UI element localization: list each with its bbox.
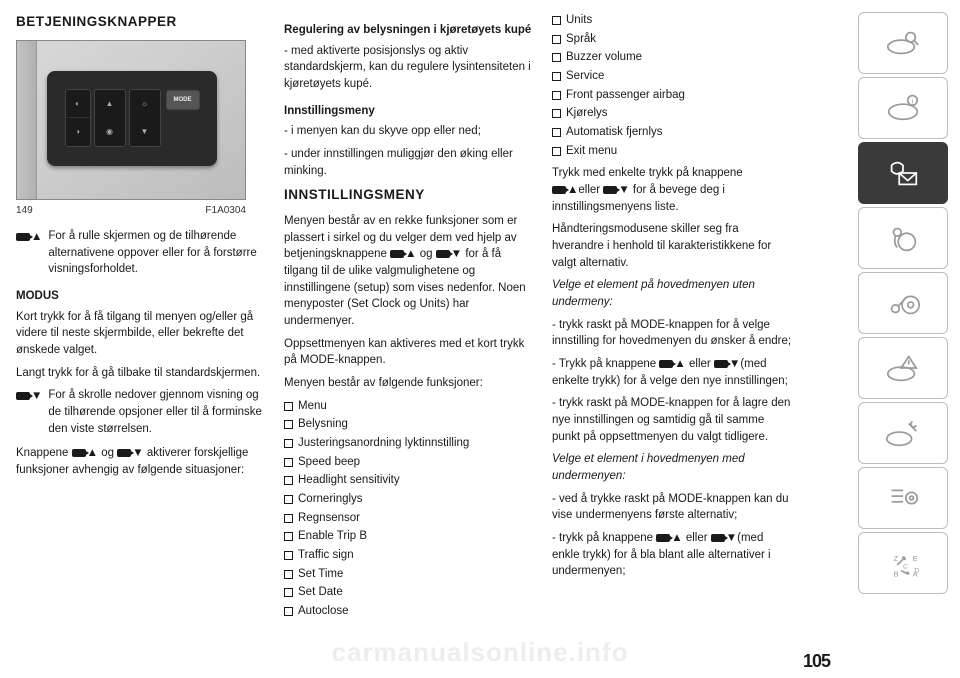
- sidebar-tabs: i Z E B A C D: [858, 12, 948, 666]
- list-item: Enable Trip B: [284, 528, 534, 545]
- list-item: Automatisk fjernlys: [552, 124, 792, 141]
- meny-list: Menu Belysning Justeringsanordning lykti…: [284, 398, 534, 620]
- c3-b1: - trykk raskt på MODE-knappen for å velg…: [552, 317, 792, 350]
- tab-airbag[interactable]: [858, 207, 948, 269]
- c3-b5: - trykk på knappene ▲ eller ▼(med enkle …: [552, 530, 792, 580]
- text-scroll-up: For å rulle skjermen og de tilhørende al…: [48, 228, 266, 278]
- list-item: Regnsensor: [284, 510, 534, 527]
- list-item: Exit menu: [552, 143, 792, 160]
- tab-car-wrench[interactable]: [858, 402, 948, 464]
- text-scroll-down: For å skrolle nedover gjennom visning og…: [48, 387, 266, 437]
- tab-list-gear[interactable]: [858, 467, 948, 529]
- c3-b4: - ved å trykke raskt på MODE-knappen kan…: [552, 491, 792, 524]
- knappene-para: Knappene ▲ og ▼ aktiverer forskjellige f…: [16, 445, 266, 478]
- meny-list-cont: Units Språk Buzzer volume Service Front …: [552, 12, 792, 159]
- c3-p1: Trykk med enkelte trykk på knappene ▲ell…: [552, 165, 792, 215]
- list-item: Service: [552, 68, 792, 85]
- list-item: Justeringsanordning lyktinnstilling: [284, 435, 534, 452]
- list-item: Set Time: [284, 566, 534, 583]
- c3-b2: - Trykk på knappene ▲ eller ▼(med enkelt…: [552, 356, 792, 389]
- heading-betjeningsknapper: BETJENINGSKNAPPER: [16, 12, 266, 32]
- c3-it1: Velge et element på hovedmenyen uten und…: [552, 277, 792, 310]
- reg-p: - med aktiverte posisjonslys og aktiv st…: [284, 43, 534, 93]
- tab-car-warning[interactable]: [858, 337, 948, 399]
- list-item: Units: [552, 12, 792, 29]
- svg-text:E: E: [913, 554, 918, 563]
- figure-controls: ◐◑ ▲ ◉ ☼ ▼ MODE: [16, 40, 246, 200]
- icon-scroll-down: ▼: [16, 387, 42, 437]
- innst-p2: - under innstillingen muliggjør den økin…: [284, 146, 534, 179]
- heading-innstillingsmeny-big: INNSTILLINGSMENY: [284, 185, 534, 205]
- modus-p2: Langt trykk for å gå tilbake til standar…: [16, 365, 266, 382]
- c3-b3: - trykk raskt på MODE-knappen for å lagr…: [552, 395, 792, 445]
- tab-key-wheel[interactable]: [858, 272, 948, 334]
- tab-light-mail[interactable]: [858, 142, 948, 204]
- list-item: Set Date: [284, 584, 534, 601]
- tab-abc-arrows[interactable]: Z E B A C D: [858, 532, 948, 594]
- c3-it2: Velge et element i hovedmenyen med under…: [552, 451, 792, 484]
- fig-btn-mode: MODE: [166, 90, 200, 110]
- figure-code: F1A0304: [205, 204, 246, 219]
- list-item: Buzzer volume: [552, 49, 792, 66]
- figure-number: 149: [16, 204, 33, 219]
- svg-text:C: C: [903, 564, 908, 571]
- list-item: Kjørelys: [552, 105, 792, 122]
- list-item: Språk: [552, 31, 792, 48]
- list-item: Menu: [284, 398, 534, 415]
- fig-btn-mid2: ☼ ▼: [129, 89, 161, 147]
- tab-search-car[interactable]: [858, 12, 948, 74]
- svg-text:Z: Z: [894, 554, 899, 563]
- meny-p2: Oppsettmenyen kan aktiveres med et kort …: [284, 336, 534, 369]
- heading-innstillingsmeny: Innstillingsmeny: [284, 103, 534, 120]
- meny-p1: Menyen består av en rekke funksjoner som…: [284, 213, 534, 330]
- fig-btn-left: ◐◑: [65, 89, 91, 147]
- icon-scroll-up: ▲: [16, 228, 42, 278]
- list-item: Traffic sign: [284, 547, 534, 564]
- list-item: Headlight sensitivity: [284, 472, 534, 489]
- fig-btn-mid1: ▲ ◉: [94, 89, 126, 147]
- c3-p2: Håndteringsmodusene skiller seg fra hver…: [552, 221, 792, 271]
- heading-modus: MODUS: [16, 288, 266, 305]
- list-item: Speed beep: [284, 454, 534, 471]
- tab-car-info[interactable]: i: [858, 77, 948, 139]
- innst-p1: - i menyen kan du skyve opp eller ned;: [284, 123, 534, 140]
- heading-regulering: Regulering av belysningen i kjøretøyets …: [284, 22, 534, 39]
- page-number: 105: [803, 651, 830, 672]
- svg-text:D: D: [914, 568, 919, 575]
- svg-text:B: B: [894, 569, 899, 578]
- list-item: Corneringlys: [284, 491, 534, 508]
- list-item: Autoclose: [284, 603, 534, 620]
- meny-p3: Menyen består av følgende funksjoner:: [284, 375, 534, 392]
- modus-p1: Kort trykk for å få tilgang til menyen o…: [16, 309, 266, 359]
- list-item: Front passenger airbag: [552, 87, 792, 104]
- list-item: Belysning: [284, 416, 534, 433]
